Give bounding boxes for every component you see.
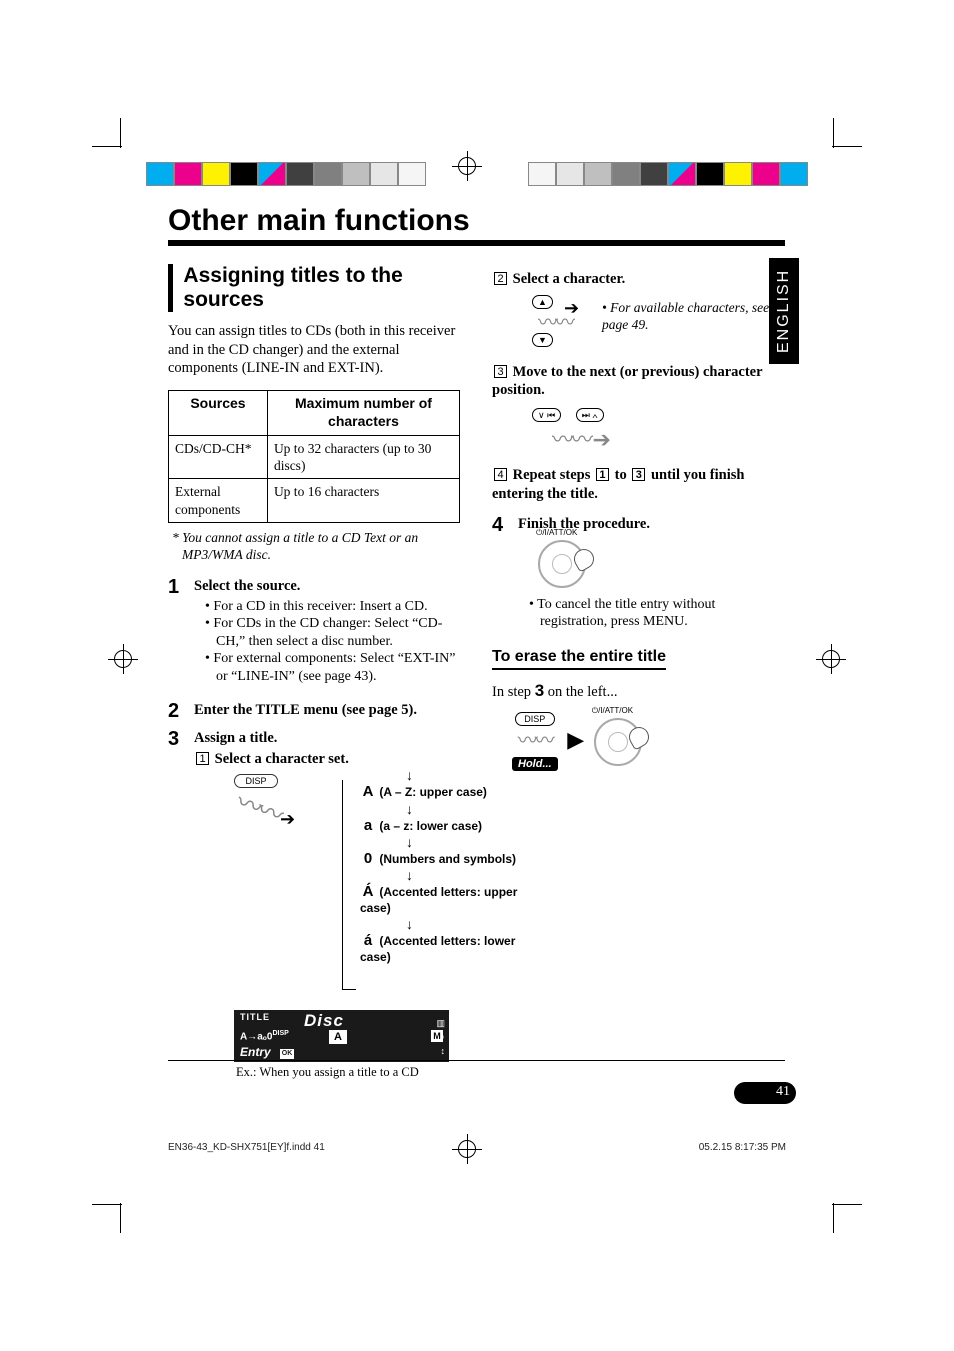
crop-mark-tr — [832, 118, 862, 148]
column-right: 2 Select a character. ▲ ➔ 〰〰 ▼ • For ava… — [492, 264, 784, 1086]
crop-mark-tl — [92, 118, 122, 148]
footer-rule — [168, 1060, 785, 1061]
next-track-button-icon: ⏭ ∧ — [576, 408, 604, 422]
sources-table: Sources Maximum number of characters CDs… — [168, 390, 460, 523]
page-heading: Other main functions — [168, 204, 785, 238]
table-header: Sources — [169, 390, 268, 435]
table-row: External componentsUp to 16 characters — [169, 479, 460, 523]
footer-filename: EN36-43_KD-SHX751[EY]f.indd 41 — [168, 1142, 325, 1153]
bullet: For external components: Select “EXT-IN”… — [194, 650, 460, 685]
up-button-icon: ▲ — [532, 295, 553, 309]
page-number-pill: 41 — [734, 1082, 786, 1104]
table-footnote: * You cannot assign a title to a CD Text… — [172, 529, 460, 564]
step-4: 4 Finish the procedure. ⏻/I/ATT/OK To ca… — [492, 515, 784, 641]
lcd-display: TITLE Disc A→aₒ0DISP A M Entry OK ▥♪↕ — [234, 1010, 449, 1062]
register-mark-right — [820, 648, 842, 670]
step-1: 1 Select the source. For a CD in this re… — [168, 577, 460, 695]
down-button-icon: ▼ — [532, 333, 553, 347]
column-left: Assigning titles to the sources You can … — [168, 264, 460, 1086]
table-row: CDs/CD-CH*Up to 32 characters (up to 30 … — [169, 435, 460, 479]
color-chip-bar-left — [146, 162, 426, 186]
finger-press-icon — [627, 721, 653, 751]
finger-press-icon — [572, 543, 598, 573]
section-title: Assigning titles to the sources — [168, 264, 460, 312]
register-mark-bottom — [456, 1138, 478, 1160]
bullet: For CDs in the CD changer: Select “CD-CH… — [194, 615, 460, 650]
crop-mark-bl — [92, 1203, 122, 1233]
section-intro: You can assign titles to CDs (both in th… — [168, 322, 460, 378]
bullet: For a CD in this receiver: Insert a CD. — [194, 598, 460, 616]
prev-track-button-icon: ∨ ⏮ — [532, 408, 561, 422]
substep-3-3: 3 Move to the next (or previous) charact… — [492, 363, 784, 455]
lcd-caption: Ex.: When you assign a title to a CD — [236, 1064, 460, 1080]
register-mark-left — [112, 648, 134, 670]
press-squiggle: 〰〰 — [232, 786, 285, 832]
substep-3-4: 4 Repeat steps 1 to 3 until you finish e… — [492, 466, 784, 503]
disp-button-icon: DISP — [234, 774, 278, 788]
table-header: Maximum number of characters — [267, 390, 459, 435]
heading-rule — [168, 240, 785, 246]
substep-3-2: 2 Select a character. ▲ ➔ 〰〰 ▼ • For ava… — [492, 270, 784, 351]
step-2: 2 Enter the TITLE menu (see page 5). — [168, 701, 460, 721]
press-squiggle: 〰〰 ➔ — [552, 426, 784, 454]
footer-timestamp: 05.2.15 8:17:35 PM — [699, 1142, 786, 1153]
press-squiggle: 〰〰 — [518, 730, 552, 752]
charset-diagram: DISP 〰〰 ➔ ↓ A (A – Z: upper case) ↓ a (a… — [234, 774, 460, 1004]
crop-mark-br — [832, 1203, 862, 1233]
substep-lead: Select a character set. — [215, 751, 349, 767]
disp-button-icon: DISP — [515, 712, 555, 726]
arrow-right-icon: ➔ — [280, 808, 295, 831]
register-mark-top — [456, 155, 478, 177]
color-chip-bar-right — [528, 162, 808, 186]
bullet: To cancel the title entry without regist… — [518, 596, 784, 631]
step-3: 3 Assign a title. 1 Select a character s… — [168, 729, 460, 1080]
arrow-right-icon: ▶ — [567, 727, 584, 752]
erase-heading: To erase the entire title — [492, 647, 666, 670]
substep-box-1: 1 — [196, 752, 209, 765]
erase-section: To erase the entire title In step 3 on t… — [492, 647, 784, 773]
